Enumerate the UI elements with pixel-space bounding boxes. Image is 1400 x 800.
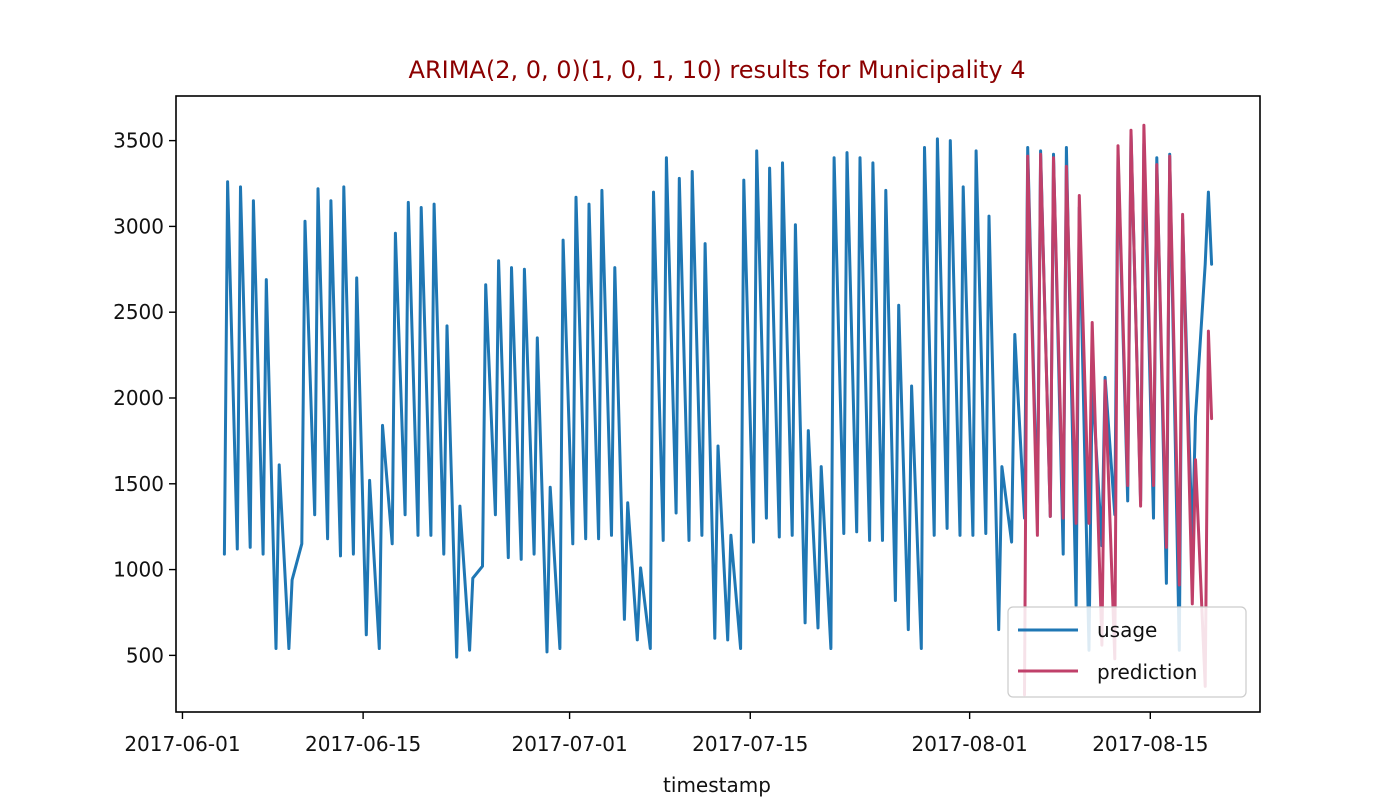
x-tick-label: 2017-07-15 <box>692 732 808 756</box>
x-tick-label: 2017-08-01 <box>912 732 1028 756</box>
y-tick-label: 2500 <box>113 300 164 324</box>
x-tick-label: 2017-06-01 <box>124 732 240 756</box>
x-tick-label: 2017-07-01 <box>511 732 627 756</box>
chart-title: ARIMA(2, 0, 0)(1, 0, 1, 10) results for … <box>409 56 1026 84</box>
x-axis-label: timestamp <box>663 773 771 797</box>
y-tick-label: 500 <box>126 643 164 667</box>
legend: usage prediction <box>1007 606 1247 698</box>
y-tick-label: 3000 <box>113 214 164 238</box>
legend-label-prediction: prediction <box>1097 660 1197 684</box>
x-tick-label: 2017-06-15 <box>305 732 421 756</box>
series-line-prediction <box>1023 123 1214 697</box>
plot-frame <box>175 95 1261 713</box>
legend-label-usage: usage <box>1097 618 1157 642</box>
y-axis: 500 1000 1500 2000 2500 3000 3500 <box>113 129 176 667</box>
plot-lines <box>222 123 1214 697</box>
x-tick-label: 2017-08-15 <box>1092 732 1208 756</box>
y-tick-label: 3500 <box>113 129 164 153</box>
y-tick-label: 1500 <box>113 472 164 496</box>
y-tick-label: 2000 <box>113 386 164 410</box>
x-axis: 2017-06-01 2017-06-15 2017-07-01 2017-07-15… <box>124 712 1208 756</box>
y-tick-label: 1000 <box>113 558 164 582</box>
